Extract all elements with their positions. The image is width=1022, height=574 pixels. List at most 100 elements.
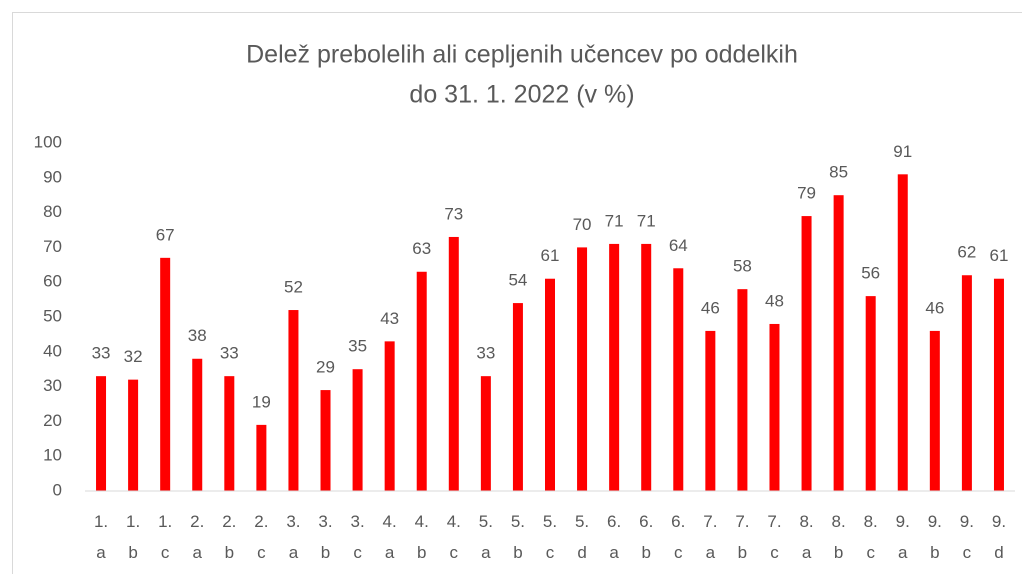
x-tick-label: 9. c [959,512,974,562]
bar [96,376,107,491]
bar [416,271,427,491]
chart-frame [12,12,1022,574]
data-label: 43 [380,309,399,328]
y-tick-label: 60 [43,272,62,291]
bar [256,424,267,491]
bar [192,358,203,491]
chart-title: Delež prebolelih ali cepljenih učencev p… [246,41,798,69]
bar [545,278,555,491]
data-label: 52 [284,278,303,297]
bar [160,257,171,491]
y-tick-label: 30 [43,376,62,395]
bar [673,268,684,491]
x-tick-label: 8. c [863,512,878,562]
bar [448,236,459,491]
x-tick-label: 5. c [542,512,558,562]
data-label: 71 [637,211,656,230]
x-tick-label: 2. b [222,512,237,562]
bar [641,243,652,491]
bar [801,216,812,491]
data-label: 33 [476,344,495,363]
x-tick-label: 8. b [831,512,846,562]
y-tick-label: 40 [43,341,62,360]
x-tick-label: 6. b [639,512,654,562]
data-label: 70 [573,215,592,234]
data-label: 63 [412,239,431,258]
y-tick-label: 80 [43,202,62,221]
bar [577,247,588,491]
x-tick-label: 6. a [607,512,622,562]
x-tick-label: 1. b [126,512,141,562]
y-tick-label: 100 [34,132,62,151]
x-tick-label: 7. a [703,512,718,562]
x-tick-label: 6. c [671,512,686,562]
data-label: 38 [188,326,207,345]
x-tick-label: 9. d [991,512,1007,562]
data-label: 91 [893,142,912,161]
y-tick-label: 50 [43,306,62,325]
x-tick-label: 7. c [767,512,782,562]
x-tick-label: 9. a [895,512,910,562]
x-tick-label: 3. c [350,512,365,562]
bar [384,341,395,491]
data-label: 48 [765,291,784,310]
bar [993,278,1004,491]
x-tick-label: 5. d [574,512,590,562]
x-tick-label: 4. b [414,512,429,562]
x-tick-label: 5. a [478,512,493,562]
y-tick-label: 10 [43,446,62,465]
bar [512,303,523,491]
data-label: 46 [925,298,944,317]
data-label: 32 [124,347,143,366]
y-tick-label: 0 [53,480,62,499]
data-label: 71 [605,211,624,230]
bar [320,390,331,491]
bar [929,330,940,491]
x-tick-label: 1. a [93,512,109,562]
data-label: 19 [252,392,271,411]
bar [480,376,491,491]
x-tick-label: 7. b [735,512,750,562]
data-label: 56 [861,264,880,283]
x-tick-label: 1. c [158,512,173,562]
x-tick-label: 3. b [318,512,333,562]
data-label: 61 [541,246,560,265]
bar [609,243,620,491]
x-tick-label: 8. a [799,512,814,562]
data-label: 29 [316,358,335,377]
bar [128,379,139,491]
y-tick-label: 90 [43,167,62,186]
data-label: 33 [220,344,239,363]
x-tick-label: 4. c [446,512,461,562]
y-tick-label: 70 [43,237,62,256]
x-tick-label: 5. b [510,512,526,562]
data-label: 62 [957,243,976,262]
bar [224,376,235,491]
data-label: 61 [990,246,1009,265]
data-label: 85 [829,163,848,182]
x-tick-label: 4. a [382,512,397,562]
data-label: 64 [669,236,688,255]
data-label: 35 [348,337,367,356]
bar [288,310,299,491]
bar [352,369,363,491]
bar [737,289,748,491]
data-label: 67 [156,225,175,244]
y-tick-label: 20 [43,411,62,430]
bar [897,174,908,491]
bar [865,296,876,491]
bar [833,195,844,491]
x-tick-label: 3. a [286,512,301,562]
x-tick-label: 9. b [927,512,942,562]
data-label: 54 [508,271,527,290]
data-label: 58 [733,257,752,276]
bar [769,323,780,491]
data-label: 79 [797,184,816,203]
data-label: 46 [701,298,720,317]
chart-title: do 31. 1. 2022 (v %) [409,81,634,109]
bar [961,275,972,491]
x-tick-label: 2. c [254,512,269,562]
bar [705,330,716,491]
